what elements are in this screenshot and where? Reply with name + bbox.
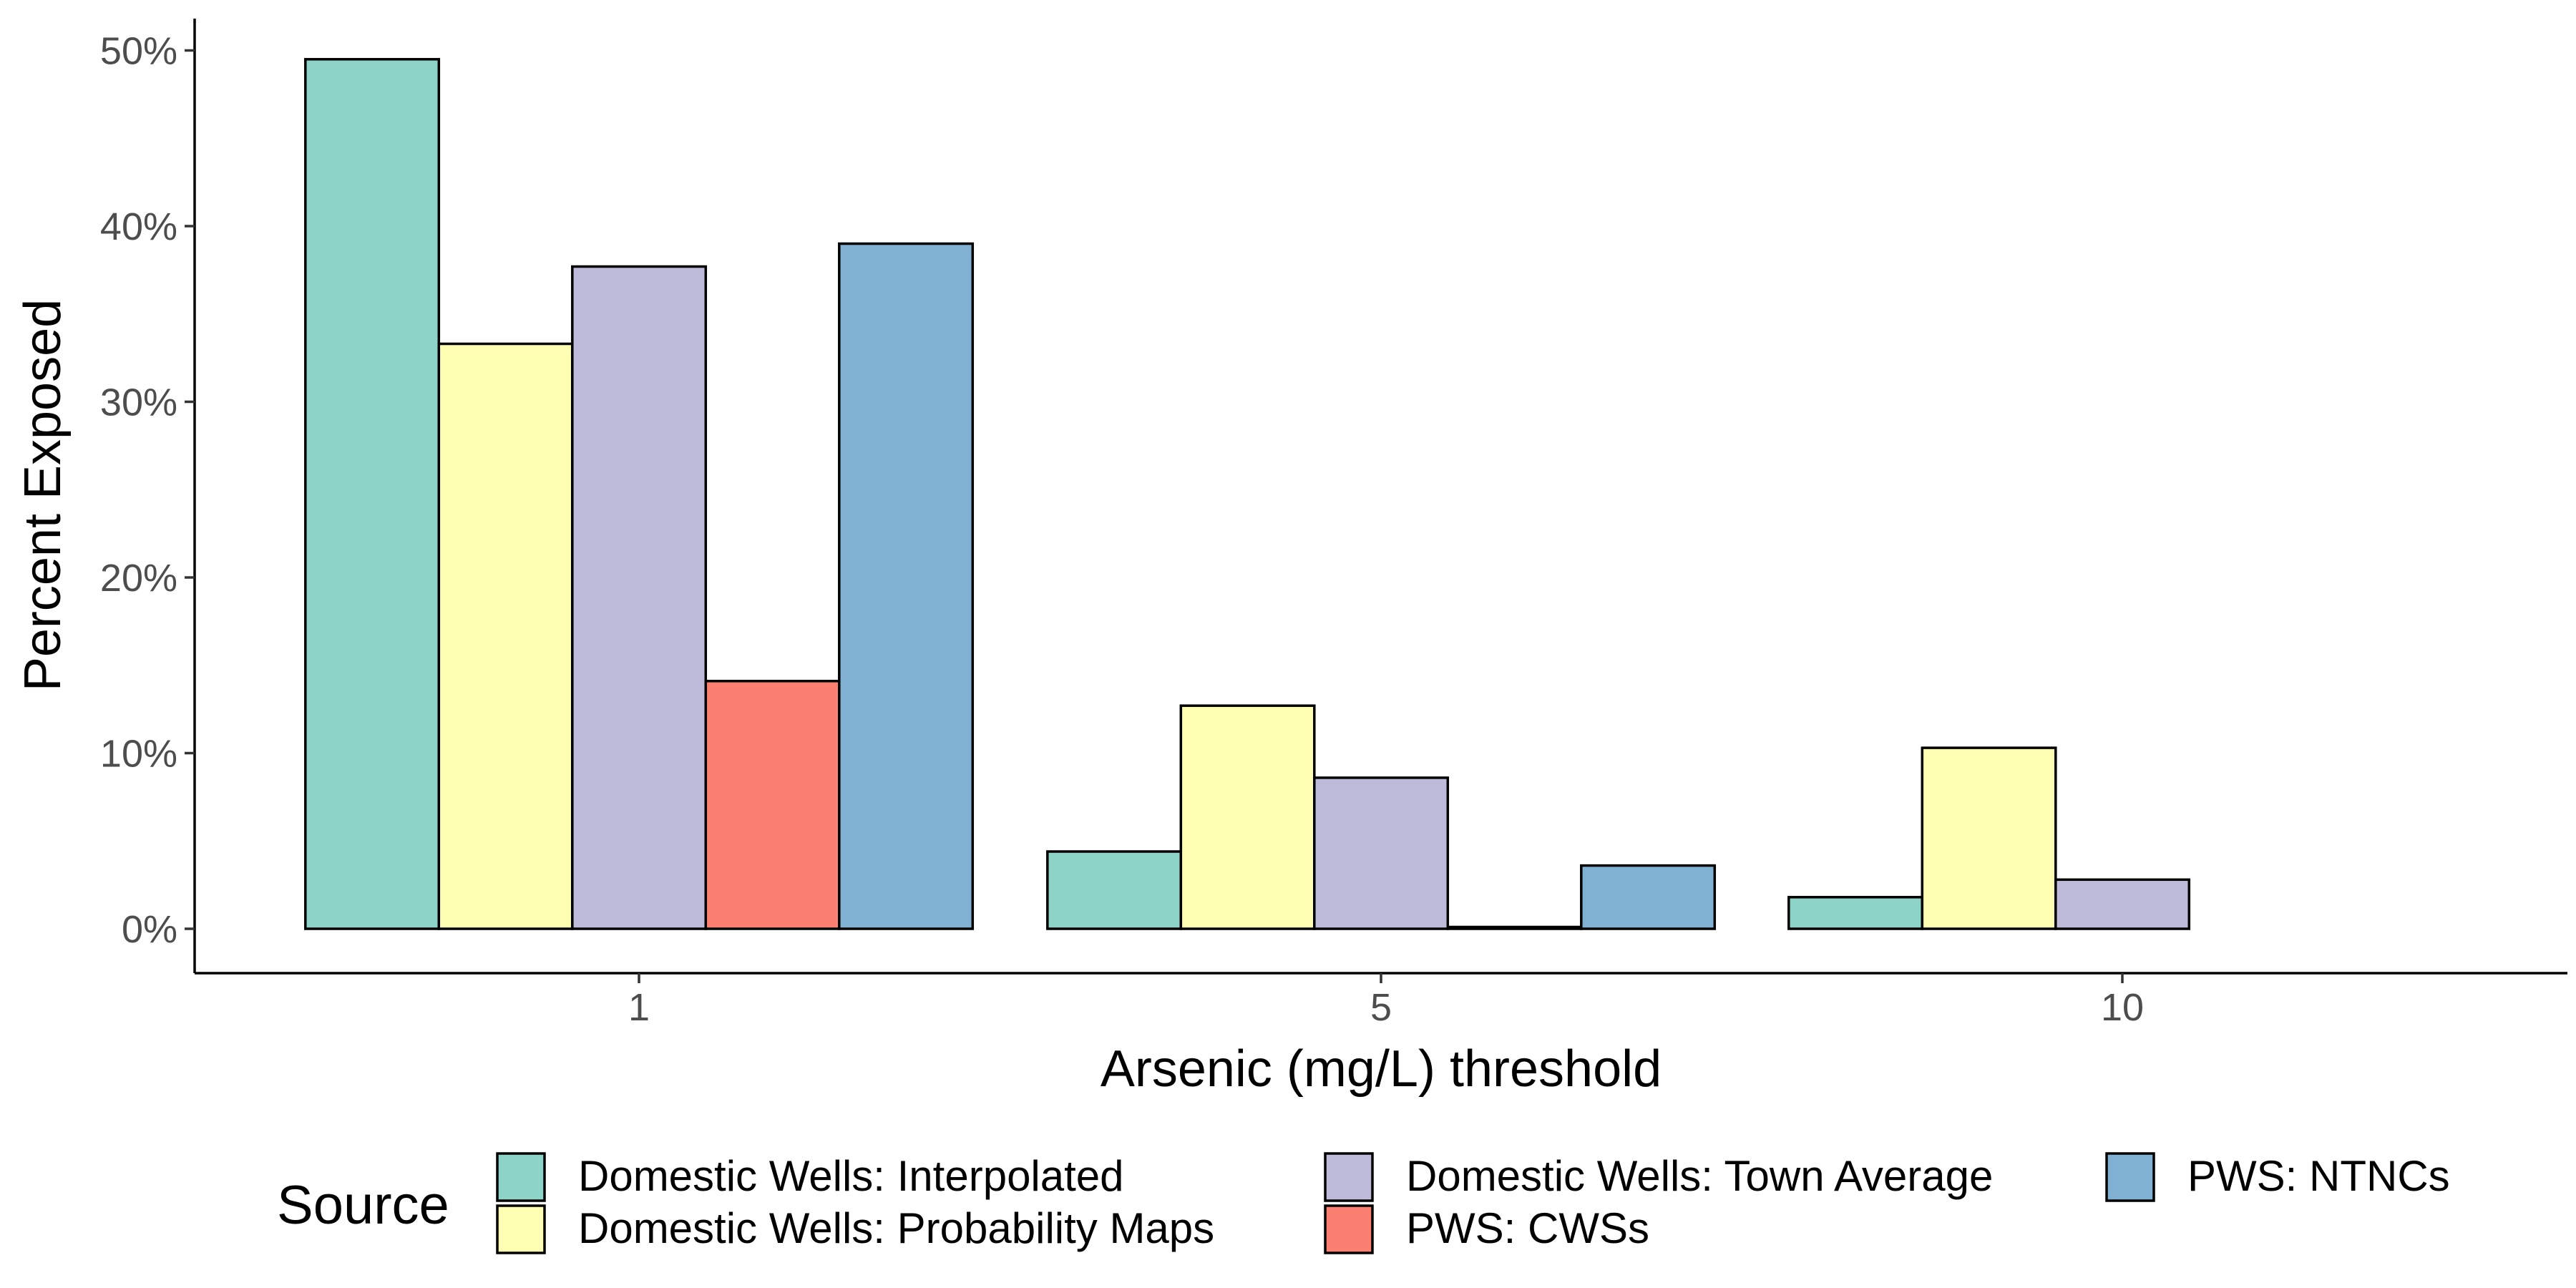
y-tick-label: 50% [100,30,177,73]
legend-swatch [2105,1152,2155,1202]
x-tick-label: 5 [1370,986,1392,1029]
bar-5-series-2 [1313,776,1450,930]
legend-entry-label: PWS: NTNCs [2187,1152,2450,1200]
legend-entry-label: PWS: CWSs [1406,1204,1649,1252]
bar-5-series-0 [1046,850,1183,930]
y-tick-label: 40% [100,205,177,248]
bars-group [304,58,2191,930]
y-tick-label: 0% [122,908,177,951]
bar-10-series-2 [2054,878,2191,930]
legend-swatch [1324,1152,1374,1202]
y-axis-title: Percent Exposed [14,299,72,691]
bar-1-series-4 [838,242,975,930]
legend-entry-label: Domestic Wells: Interpolated [578,1152,1124,1200]
legend-swatch [1324,1204,1374,1254]
legend-swatch [496,1152,546,1202]
y-tick-label: 30% [100,381,177,424]
bar-1-series-1 [437,342,574,930]
x-axis-title: Arsenic (mg/L) threshold [1101,1040,1662,1098]
y-tick-label: 10% [100,733,177,776]
y-tick-label: 20% [100,557,177,600]
bar-5-series-3 [1446,925,1583,930]
bar-1-series-3 [704,680,841,930]
legend-entry-label: Domestic Wells: Probability Maps [578,1204,1214,1252]
bar-5-series-4 [1580,864,1717,930]
x-axis: 1 5 10 [195,972,2567,1029]
x-tick-label: 1 [628,986,650,1029]
legend: Source Domestic Wells: InterpolatedDomes… [277,1152,2450,1254]
bar-1-series-0 [304,58,441,930]
bar-10-series-0 [1787,896,1924,930]
legend-entry-label: Domestic Wells: Town Average [1406,1152,1993,1200]
bar-1-series-2 [571,265,708,930]
bar-10-series-1 [1921,746,2057,930]
legend-title: Source [277,1175,449,1236]
legend-swatch [496,1204,546,1254]
y-axis: 0% 10% 20% 30% 40% 50% [100,19,196,973]
x-tick-label: 10 [2101,986,2144,1029]
bar-5-series-1 [1179,704,1316,930]
